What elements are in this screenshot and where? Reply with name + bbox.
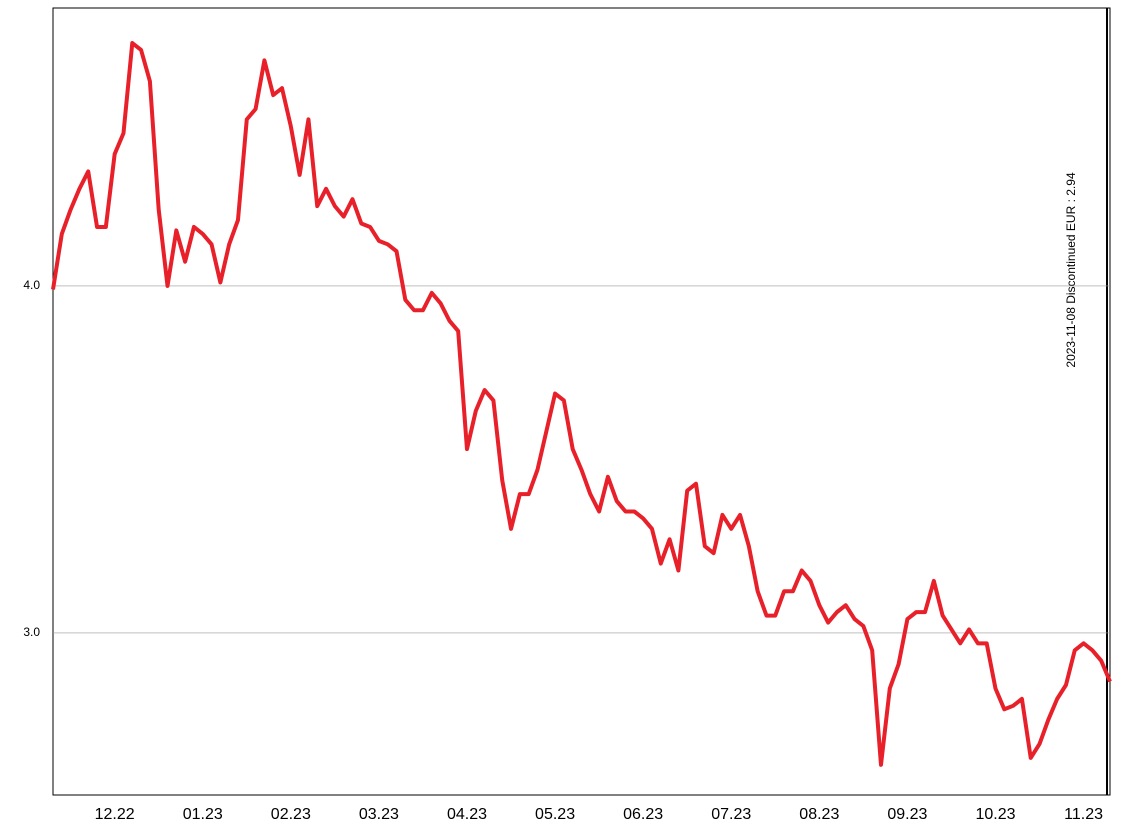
- x-tick-label: 12.22: [95, 806, 135, 823]
- x-tick-label: 01.23: [183, 806, 223, 823]
- y-tick-label: 3.0: [23, 625, 40, 639]
- plot-frame: [52, 7, 1111, 796]
- x-tick-label: 02.23: [271, 806, 311, 823]
- y-tick-label: 4.0: [23, 278, 40, 292]
- x-tick-label: 07.23: [711, 806, 751, 823]
- x-tick-label: 05.23: [535, 806, 575, 823]
- annotation: 2023-11-08 Discontinued EUR : 2.94: [1064, 172, 1078, 368]
- x-tick-label: 03.23: [359, 806, 399, 823]
- x-tick-label: 06.23: [623, 806, 663, 823]
- price-line: [51, 41, 1112, 767]
- x-tick-label: 10.23: [975, 806, 1015, 823]
- x-tick-label: 09.23: [887, 806, 927, 823]
- x-tick-label: 04.23: [447, 806, 487, 823]
- x-tick-label: 11.23: [1064, 806, 1103, 823]
- x-tick-label: 08.23: [799, 806, 839, 823]
